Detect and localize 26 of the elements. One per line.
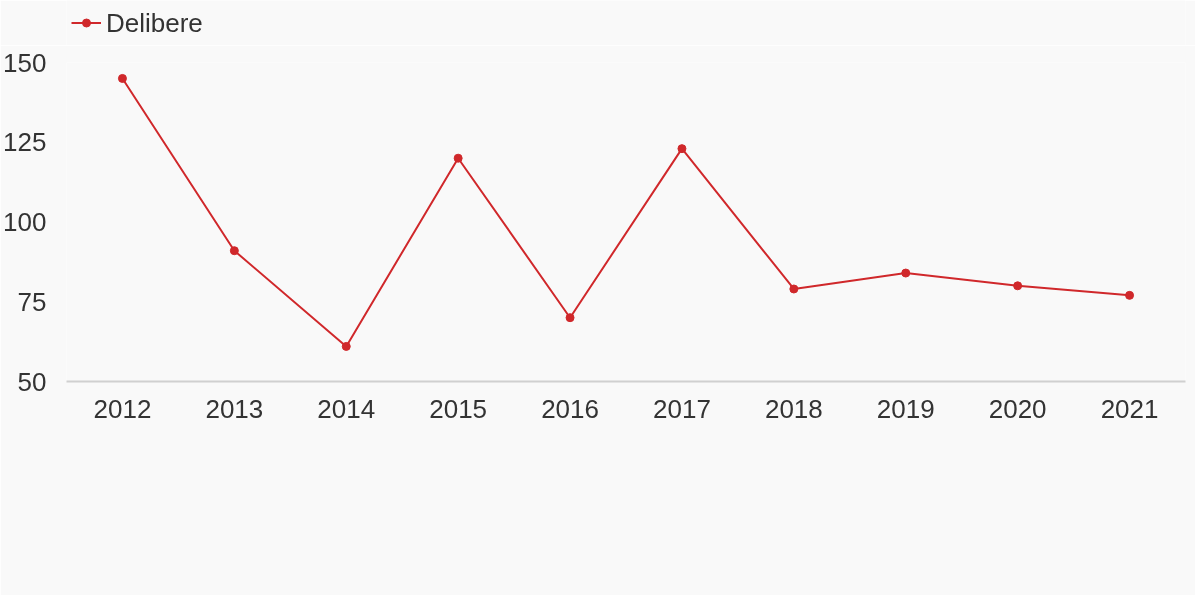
x-tick-label: 2016: [541, 393, 599, 424]
x-tick-label: 2021: [1100, 393, 1159, 424]
y-tick-label: 100: [3, 207, 47, 237]
x-tick-label: 2017: [653, 393, 711, 424]
point: [117, 73, 127, 83]
point: [1013, 281, 1023, 291]
legend-label: Delibere: [106, 7, 203, 38]
point: [1125, 290, 1135, 300]
x-tick-label: 2018: [764, 393, 823, 424]
x-tick-label: 2020: [988, 393, 1047, 424]
point: [453, 153, 463, 163]
point: [789, 284, 799, 294]
point: [677, 144, 687, 154]
x-tick-label: 2015: [429, 393, 488, 424]
y-tick-label: 150: [3, 47, 47, 78]
x-tick-label: 2013: [205, 393, 264, 424]
x-tick-label: 2012: [93, 393, 152, 424]
point: [565, 313, 575, 323]
point: [229, 246, 239, 256]
x-tick-label: 2014: [317, 393, 376, 424]
x-tick-label: 2019: [876, 393, 935, 424]
point: [901, 268, 911, 278]
point: [341, 341, 351, 351]
y-tick-label: 50: [17, 366, 47, 397]
y-tick-label: 75: [17, 286, 47, 317]
y-tick-label: 125: [3, 127, 47, 158]
